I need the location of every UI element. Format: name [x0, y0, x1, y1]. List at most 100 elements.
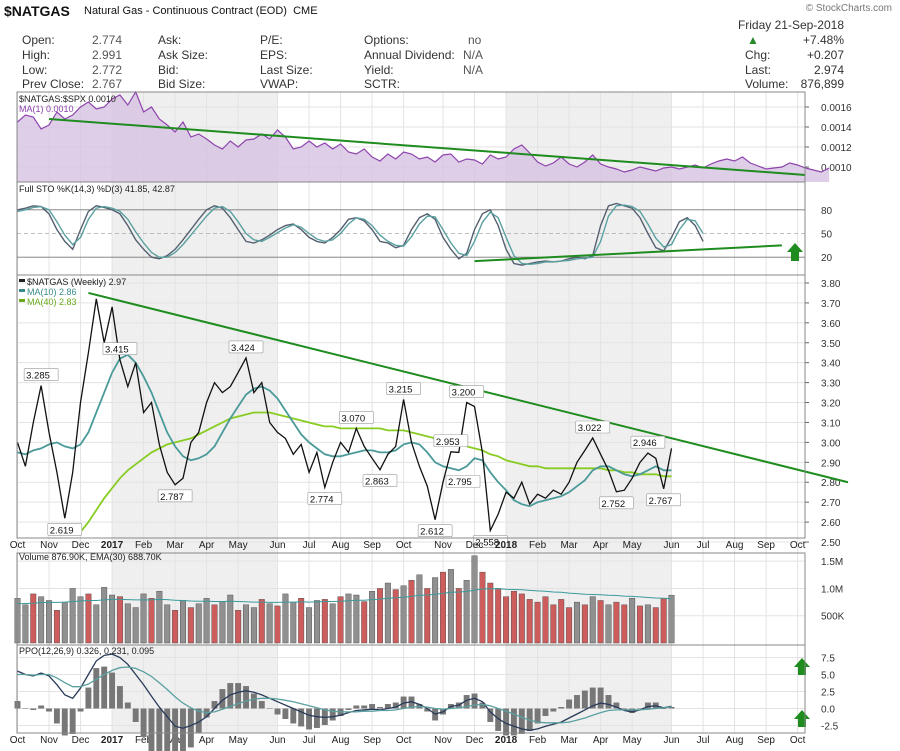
ppo-histogram-bar — [518, 708, 525, 734]
bid-size-label: Bid Size: — [158, 77, 206, 91]
ppo-histogram-bar — [613, 702, 620, 709]
ppo-histogram-bar — [22, 708, 29, 710]
dividend-value: N/A — [463, 48, 484, 62]
price-annotation-label: 2.774 — [310, 494, 334, 505]
ppo-histogram-bar — [479, 702, 486, 709]
volume-bar — [424, 588, 431, 644]
price-annotation-box — [157, 489, 193, 503]
volume-bar — [140, 593, 147, 644]
volume-bar — [345, 593, 352, 644]
y-tick-label: 80 — [821, 206, 833, 217]
volume-bar — [479, 571, 486, 644]
volume-bar — [416, 574, 423, 644]
volume-bar — [132, 607, 139, 644]
ppo-histogram-bar — [140, 708, 147, 737]
volume-bar — [53, 610, 60, 644]
x-tick-label: Nov — [434, 735, 452, 746]
low-value: 2.772 — [92, 63, 123, 77]
volume-bar — [258, 599, 265, 644]
period-shade — [112, 548, 278, 645]
chg-label: Chg: — [745, 48, 771, 62]
volume-bar — [463, 580, 470, 644]
open-label: Open: — [22, 33, 55, 47]
volume-bar — [432, 577, 439, 644]
price-annotation-box — [575, 420, 611, 434]
volume-bar — [156, 590, 163, 644]
price-annotation-box — [449, 385, 484, 398]
volume-bar — [542, 596, 549, 644]
ppo-histogram-bar — [597, 687, 604, 709]
ppo-histogram-bar — [463, 695, 470, 709]
sto-trendline — [474, 244, 782, 263]
ppo-histogram-bar — [46, 708, 52, 712]
ppo-histogram-bar — [132, 708, 139, 722]
x-tick-label: Jul — [303, 735, 316, 746]
x-tick-label: Oct — [10, 735, 26, 746]
volume-bar — [526, 599, 533, 644]
x-tick-label: Dec — [466, 735, 484, 746]
price-annotation-label: 2.752 — [601, 499, 625, 510]
exchange: CME — [293, 5, 318, 17]
yield-value: N/A — [463, 63, 484, 77]
prev-close-value: 2.767 — [92, 77, 123, 91]
options-label: Options: — [364, 33, 409, 47]
high-label: High: — [22, 48, 51, 62]
volume-bar — [219, 601, 226, 644]
x-tick-label: Sep — [757, 735, 775, 746]
volume-bar — [353, 594, 360, 644]
volume-bar — [116, 596, 123, 644]
y-tick-label: 1.5M — [821, 557, 843, 568]
x-tick-label: Feb — [135, 540, 153, 551]
legend-swatch — [19, 279, 25, 282]
volume-bar — [211, 604, 218, 644]
volume-bar — [93, 604, 100, 644]
volume-bar — [629, 598, 636, 644]
options-value: no — [468, 33, 482, 47]
price-annotation-box — [445, 474, 481, 488]
price-annotation-label: 3.424 — [231, 343, 255, 354]
volume-bar — [637, 605, 643, 644]
x-tick-label: Apr — [199, 540, 215, 551]
yield-label: Yield: — [364, 63, 394, 77]
price-annotation-box — [417, 524, 453, 538]
y-tick-label: 3.00 — [821, 438, 841, 449]
x-tick-label: May — [229, 735, 248, 746]
x-tick-label: Aug — [332, 735, 350, 746]
ppo-histogram-bar — [566, 699, 573, 709]
volume-bar — [30, 593, 37, 644]
x-tick-label: Jun — [663, 540, 679, 551]
ppo-histogram-bar — [258, 701, 265, 709]
ppo-histogram-bar — [392, 702, 399, 709]
volume-bar — [613, 601, 620, 644]
ppo-histogram-bar — [574, 695, 580, 709]
x-tick-label: Oct — [790, 540, 806, 551]
x-tick-label: Dec — [72, 540, 90, 551]
volume-bar — [282, 593, 289, 644]
x-tick-label: Dec — [466, 540, 484, 551]
eps-label: EPS: — [260, 48, 288, 62]
volume-bar — [203, 598, 210, 644]
ppo-histogram-bar — [172, 708, 179, 751]
x-tick-label: Oct — [396, 735, 412, 746]
volume-bar — [550, 604, 557, 644]
x-tick-label: Oct — [790, 735, 806, 746]
y-tick-label: 2.80 — [821, 478, 841, 489]
volume-bar — [361, 601, 368, 644]
price-legend-2: MA(40) 2.83 — [27, 297, 77, 307]
ppo-histogram-bar — [668, 707, 675, 709]
volume-bar — [61, 601, 68, 644]
price-annotation-label: 3.070 — [341, 413, 365, 424]
volume-bar — [668, 594, 675, 644]
y-tick-label: 500K — [821, 612, 845, 623]
ppo-histogram-bar — [109, 672, 116, 709]
quote-date: Friday 21-Sep-2018 — [737, 18, 844, 32]
ppo-histogram-bar — [487, 708, 494, 722]
x-tick-label: Apr — [593, 735, 609, 746]
volume-bar — [306, 607, 313, 644]
x-tick-label: Jun — [663, 735, 679, 746]
ppo-arrow-up-icon — [794, 658, 810, 675]
price-series-line — [16, 298, 673, 533]
x-tick-label: 2017 — [101, 540, 124, 551]
volume-bar — [243, 604, 249, 644]
